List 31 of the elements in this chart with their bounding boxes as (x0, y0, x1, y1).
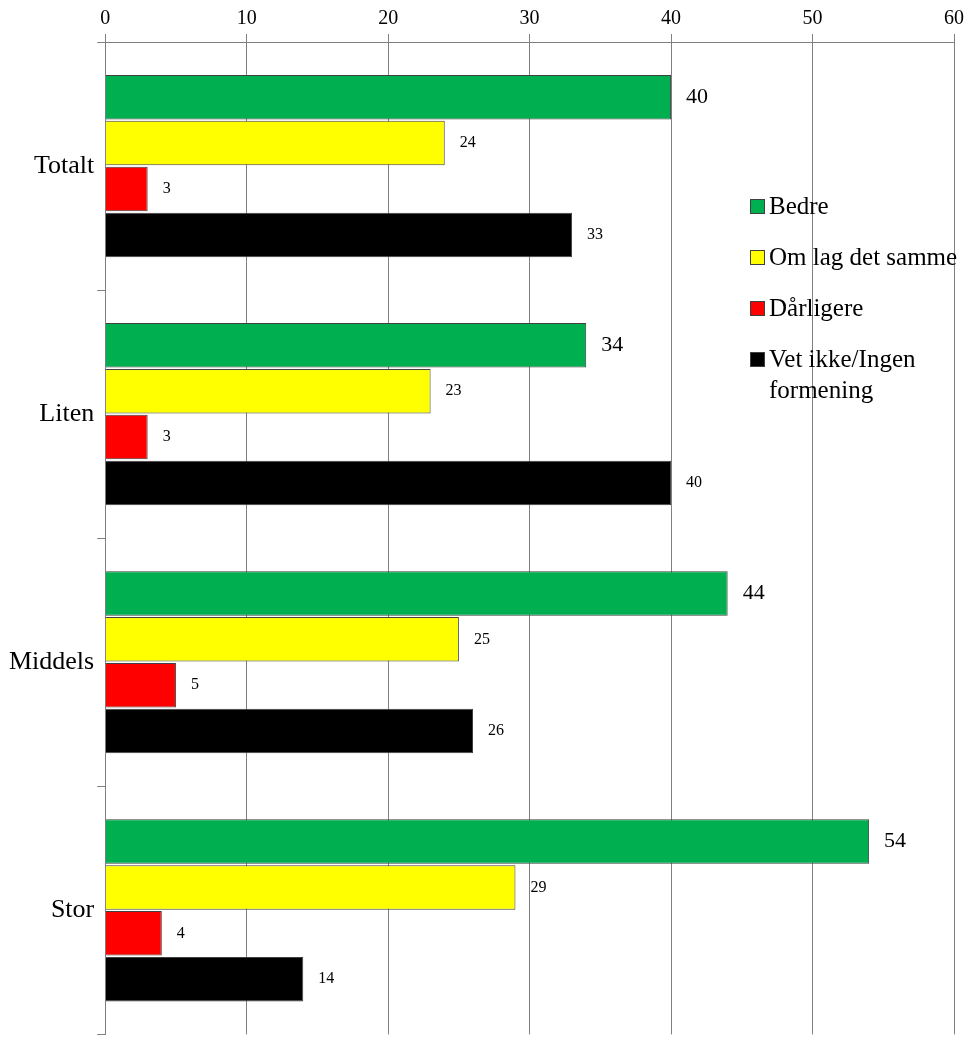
data-label: 4 (176, 923, 185, 941)
data-label: 26 (488, 721, 505, 739)
data-label: 25 (473, 629, 490, 647)
data-label: 29 (530, 877, 547, 895)
data-label: 3 (162, 427, 171, 445)
data-label: 14 (318, 969, 335, 987)
data-label: 5 (190, 675, 199, 693)
data-label: 24 (459, 133, 476, 151)
data-label: 33 (587, 225, 604, 243)
data-label: 44 (742, 579, 765, 605)
x-tick-label: 40 (661, 6, 682, 29)
x-tick-label: 0 (100, 6, 111, 29)
y-tick-label: Stor (50, 894, 95, 924)
data-label: 40 (686, 473, 703, 491)
x-tick-label: 20 (378, 6, 399, 29)
legend-label: Vet ikke/Ingen formening (769, 344, 917, 405)
data-label: 23 (445, 381, 462, 399)
data-label: 3 (162, 179, 171, 197)
data-label: 40 (686, 82, 709, 108)
legend-label: Dårligere (769, 293, 864, 323)
x-tick-label: 10 (236, 6, 257, 29)
data-label: 54 (884, 827, 907, 853)
legend-label: Bedre (769, 191, 829, 221)
legend-label: Om lag det samme (769, 242, 958, 272)
x-tick-label: 60 (944, 6, 964, 29)
data-label: 34 (601, 331, 624, 357)
y-tick-label: Totalt (33, 149, 95, 179)
x-tick-label: 50 (802, 6, 823, 29)
x-tick-label: 30 (519, 6, 540, 29)
y-tick-label: Liten (39, 397, 95, 427)
y-tick-label: Middels (8, 646, 95, 676)
